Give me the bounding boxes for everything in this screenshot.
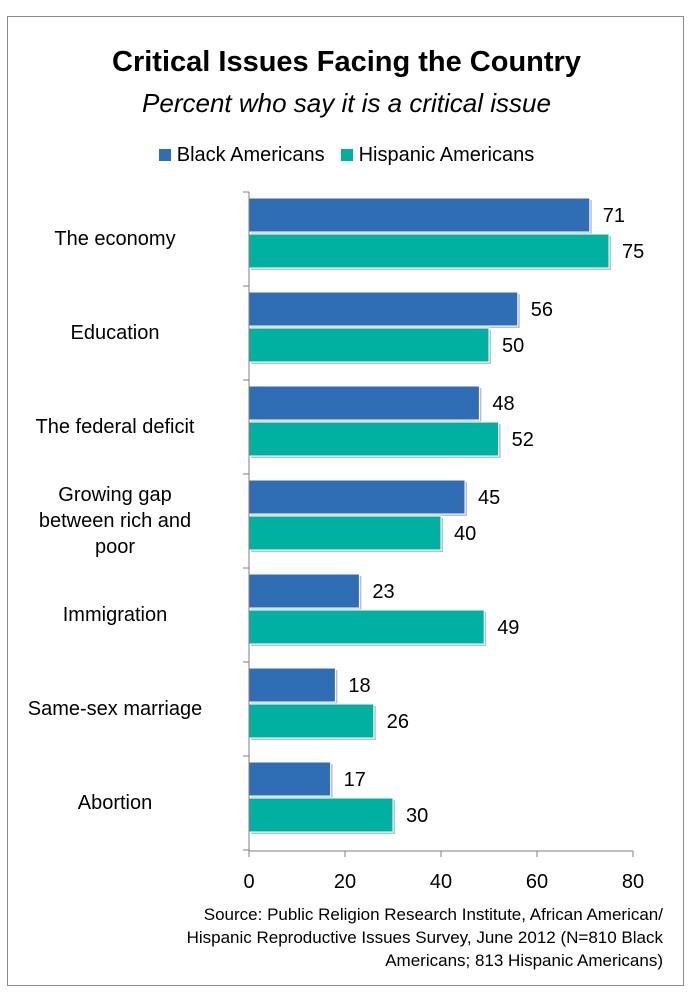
value-label: 18 (348, 675, 370, 697)
legend-item-hispanic-americans: Hispanic Americans (340, 142, 535, 168)
bar-black-americans (248, 291, 519, 327)
value-label: 26 (387, 711, 409, 733)
bar-hispanic-americans (248, 609, 485, 645)
category-label-line: Growing gap (58, 484, 172, 506)
value-label: 49 (497, 617, 519, 639)
bar-black-americans (248, 479, 466, 515)
x-tick-label: 40 (430, 871, 452, 893)
x-tick-label: 0 (243, 871, 254, 893)
value-label: 45 (478, 487, 500, 509)
x-tick-label: 80 (622, 871, 644, 893)
bar-black-americans (248, 761, 332, 797)
bar-black-americans (248, 573, 360, 609)
legend-item-black-americans: Black Americans (158, 142, 325, 168)
value-label: 48 (492, 393, 514, 415)
value-label: 17 (344, 769, 366, 791)
bar-hispanic-americans (248, 515, 442, 551)
bar-hispanic-americans (248, 327, 490, 363)
legend-swatch-hispanic-americans (340, 149, 353, 161)
chart-legend: Black Americans Hispanic Americans (0, 142, 693, 168)
legend-label-hispanic-americans: Hispanic Americans (358, 144, 535, 166)
value-label: 56 (531, 299, 553, 321)
category-label: Abortion (5, 790, 225, 816)
category-label-line: Immigration (62, 604, 168, 626)
category-label-line: Same-sex marriage (27, 698, 203, 720)
legend-swatch-black-americans (158, 149, 171, 161)
value-label: 40 (454, 523, 476, 545)
source-line: Americans; 813 Hispanic Americans) (385, 951, 663, 970)
x-tick-label: 60 (526, 871, 548, 893)
bar-black-americans (248, 197, 591, 233)
category-label-line: The economy (54, 228, 176, 250)
category-label: Immigration (5, 602, 225, 628)
bar-hispanic-americans (248, 797, 394, 833)
value-label: 50 (502, 335, 524, 357)
category-label: Same-sex marriage (5, 696, 225, 722)
category-label-line: Abortion (77, 792, 153, 814)
legend-label-black-americans: Black Americans (176, 144, 325, 166)
category-label: Education (5, 320, 225, 346)
value-label: 23 (372, 581, 394, 603)
x-tick-label: 20 (334, 871, 356, 893)
category-label-line: Education (70, 322, 160, 344)
value-label: 71 (603, 205, 625, 227)
bar-hispanic-americans (248, 703, 375, 739)
category-label: Growing gap between rich and poor (5, 482, 225, 560)
bar-black-americans (248, 385, 480, 421)
value-label: 52 (512, 429, 534, 451)
value-label: 75 (622, 241, 644, 263)
bar-hispanic-americans (248, 233, 610, 269)
chart-title: Critical Issues Facing the Country (112, 46, 581, 78)
source-line: Source: Public Religion Research Institu… (203, 905, 663, 924)
bar-hispanic-americans (248, 421, 500, 457)
category-label: The economy (5, 226, 225, 252)
category-label-line: between rich and (38, 510, 192, 532)
category-label-line: poor (94, 536, 136, 558)
bar-black-americans (248, 667, 336, 703)
category-label-line: The federal deficit (35, 416, 195, 438)
source-note: Source: Public Religion Research Institu… (30, 903, 663, 972)
value-label: 30 (406, 805, 428, 827)
source-line: Hispanic Reproductive Issues Survey, Jun… (186, 928, 663, 947)
chart-subtitle: Percent who say it is a critical issue (142, 88, 551, 118)
category-label: The federal deficit (5, 414, 225, 440)
